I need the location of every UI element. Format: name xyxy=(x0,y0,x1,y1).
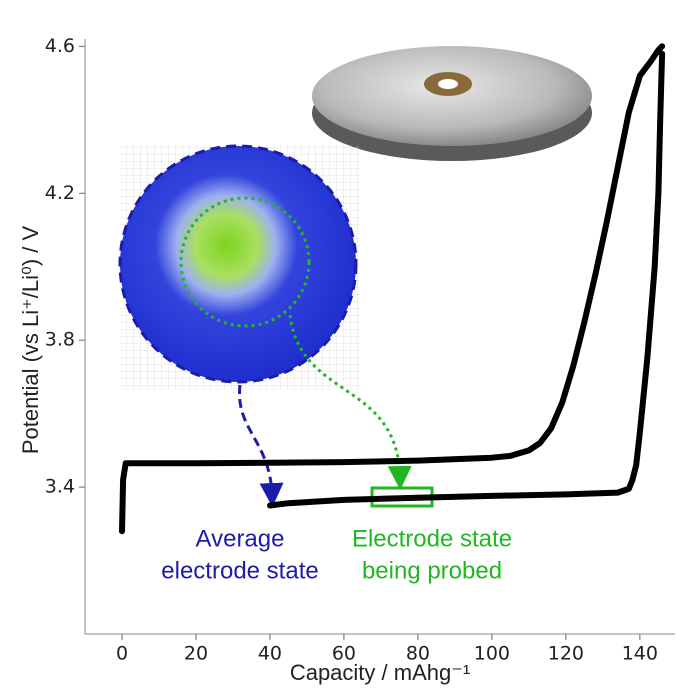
data-line xyxy=(119,43,666,535)
annotation: electrode state xyxy=(161,557,318,584)
heatmap-inset xyxy=(118,144,434,508)
x-tick-label: 0 xyxy=(116,643,128,665)
x-axis-label: Capacity / mAhg⁻¹ xyxy=(290,660,470,685)
annotation: Electrode state xyxy=(352,525,512,552)
x-tick-label: 60 xyxy=(332,643,356,665)
y-tick-label: 3.4 xyxy=(45,476,75,498)
x-tick-label: 80 xyxy=(406,643,430,665)
coin-cell-photo xyxy=(312,46,592,161)
y-tick-label: 4.6 xyxy=(45,35,75,57)
y-axis-label: Potential (vs Li⁺/Li⁰) / V xyxy=(18,226,43,455)
annotation: Average xyxy=(196,525,285,552)
annotation: being probed xyxy=(362,557,502,584)
x-tick-label: 140 xyxy=(622,643,658,665)
x-tick-label: 20 xyxy=(184,643,208,665)
x-tick-label: 100 xyxy=(474,643,510,665)
data-line xyxy=(267,50,666,509)
x-tick-label: 120 xyxy=(548,643,584,665)
y-tick-label: 4.2 xyxy=(45,182,75,204)
y-tick-label: 3.8 xyxy=(45,329,75,351)
x-tick-label: 40 xyxy=(258,643,282,665)
